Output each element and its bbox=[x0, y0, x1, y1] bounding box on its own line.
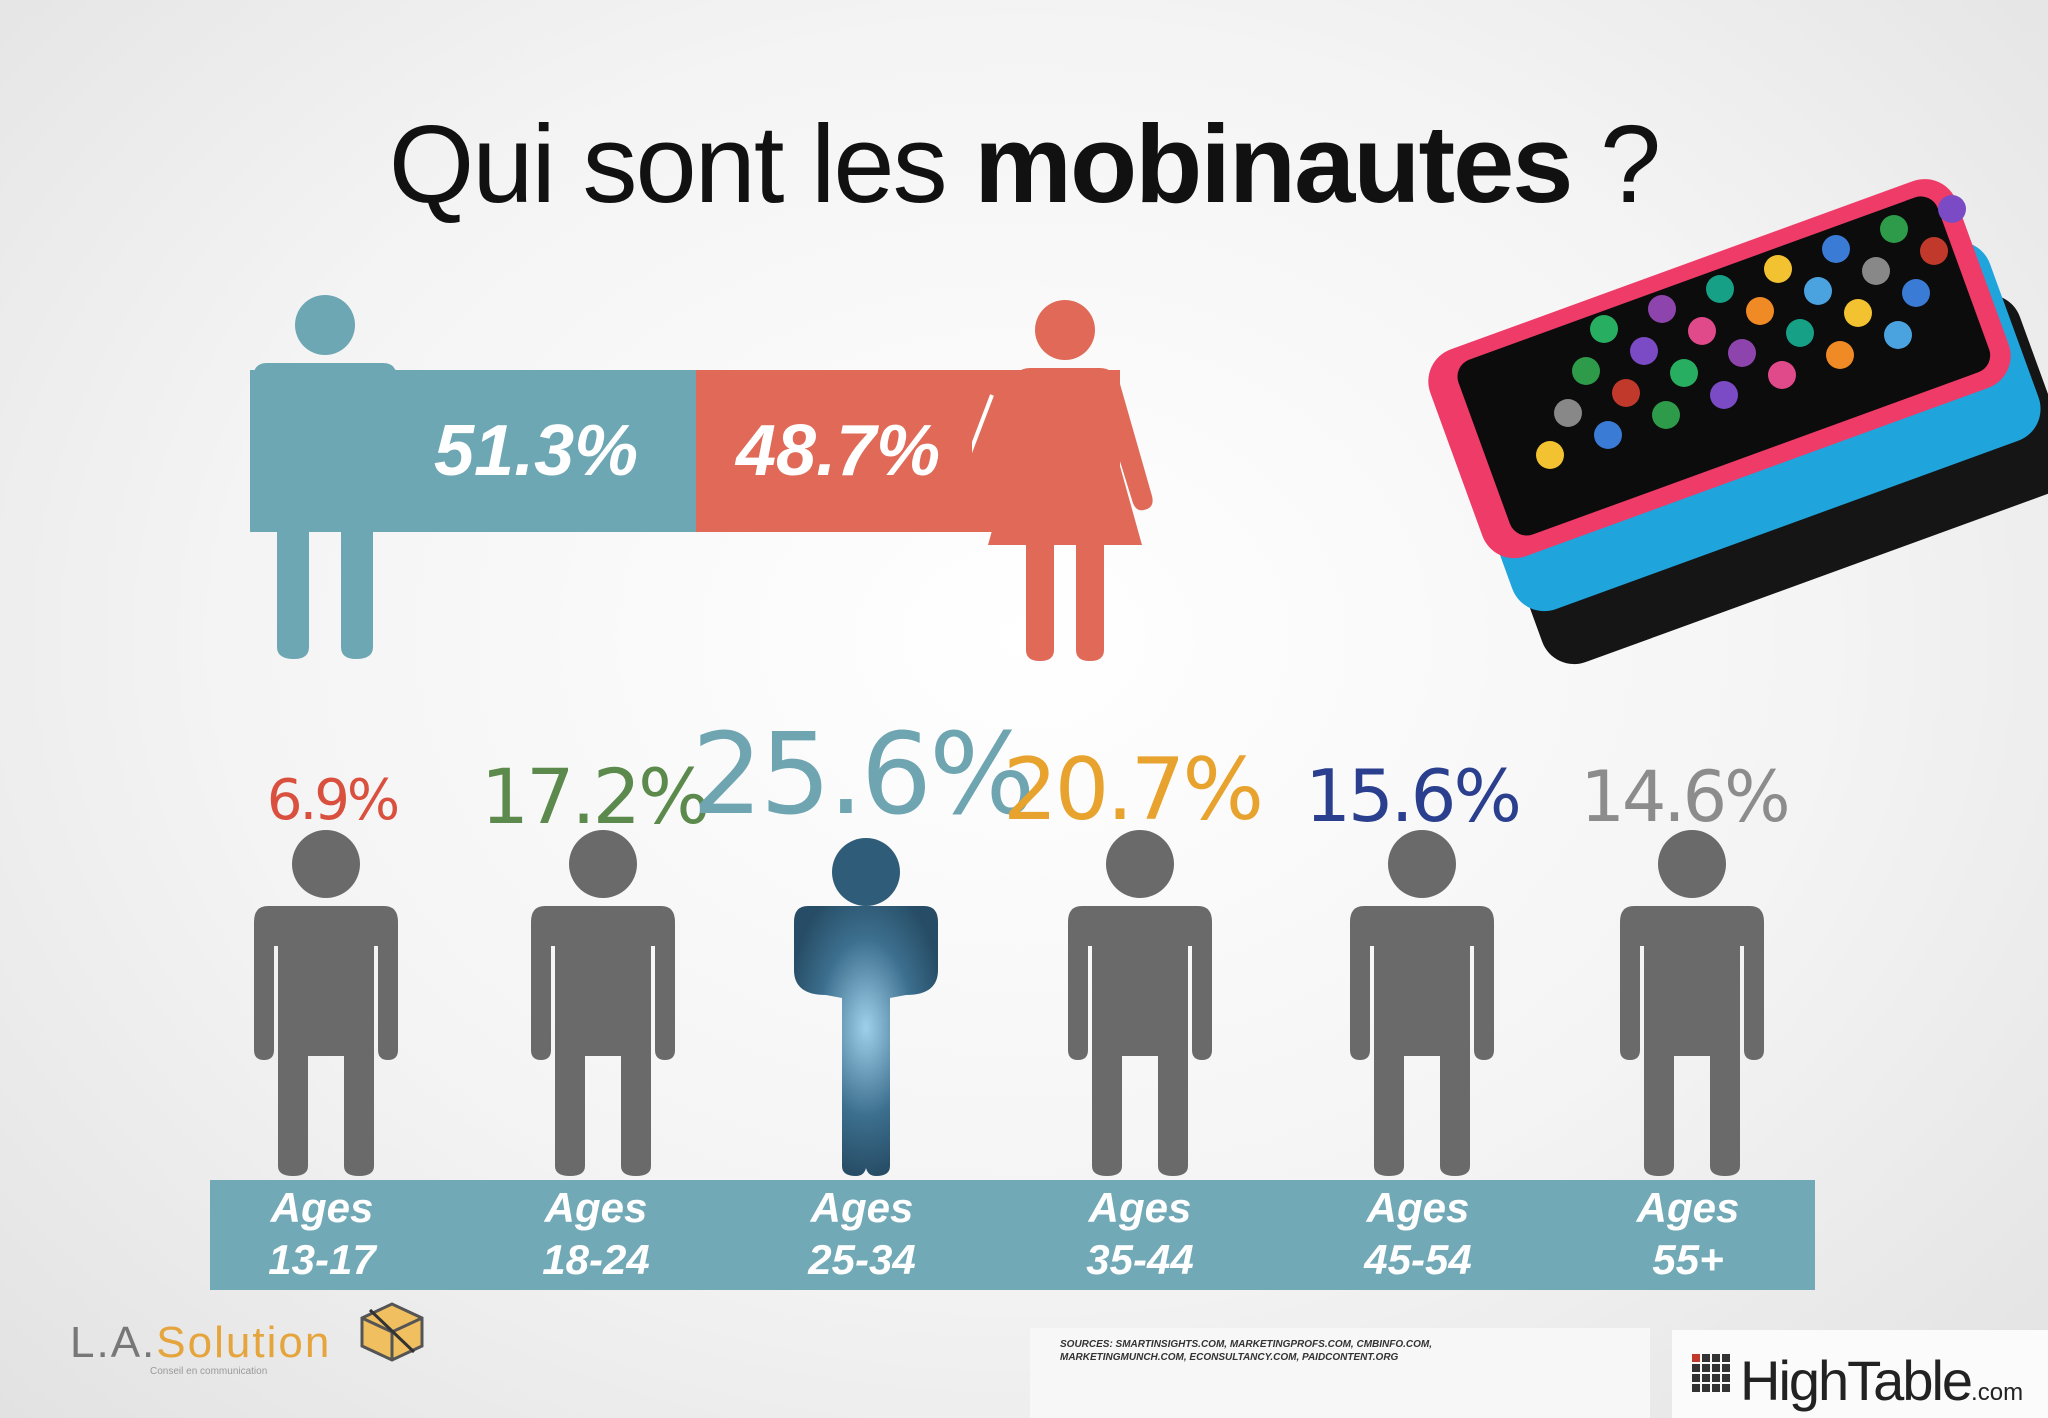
grid-cell bbox=[1722, 1364, 1730, 1372]
female-percentage: 48.7% bbox=[736, 411, 941, 491]
sources-panel bbox=[1030, 1328, 1650, 1418]
age-label-25-34: Ages 25-34 bbox=[808, 1184, 916, 1283]
grid-cell bbox=[1702, 1364, 1710, 1372]
app-icon bbox=[1688, 317, 1716, 345]
hightable-logo: HighTable.com bbox=[1740, 1349, 2024, 1412]
app-icon bbox=[1768, 361, 1796, 389]
grid-cell bbox=[1722, 1354, 1730, 1362]
smartphone-stack-illustration bbox=[1428, 179, 2048, 665]
app-icon bbox=[1652, 401, 1680, 429]
app-icon bbox=[1710, 381, 1738, 409]
app-icon bbox=[1670, 359, 1698, 387]
app-icon bbox=[1594, 421, 1622, 449]
app-icon bbox=[1706, 275, 1734, 303]
app-icon bbox=[1804, 277, 1832, 305]
age-percentage-35-44: 20.7% bbox=[1002, 740, 1264, 840]
grid-cell bbox=[1702, 1374, 1710, 1382]
app-icon bbox=[1902, 279, 1930, 307]
grid-cell bbox=[1722, 1374, 1730, 1382]
grid-cell bbox=[1692, 1384, 1700, 1392]
app-icon bbox=[1648, 295, 1676, 323]
app-icon bbox=[1880, 215, 1908, 243]
grid-cell bbox=[1712, 1354, 1720, 1362]
age-percentage-13-17: 6.9% bbox=[266, 768, 400, 833]
person-icon-25-34-highlighted bbox=[794, 838, 938, 1176]
male-figure-icon bbox=[253, 295, 397, 659]
male-percentage: 51.3% bbox=[434, 411, 639, 491]
person-icon-18-24 bbox=[531, 830, 675, 1176]
age-percentage-45-54: 15.6% bbox=[1305, 754, 1522, 838]
la-solution-tagline: Conseil en communication bbox=[150, 1366, 268, 1377]
grid-logo-icon bbox=[1692, 1354, 1730, 1392]
age-label-45-54: Ages 45-54 bbox=[1364, 1184, 1472, 1283]
person-icon-35-44 bbox=[1068, 830, 1212, 1176]
page-title: Qui sont les mobinautes ? bbox=[388, 103, 1661, 226]
app-icon bbox=[1786, 319, 1814, 347]
la-solution-logo: L.A.Solution bbox=[70, 1318, 332, 1367]
person-icon-55-plus bbox=[1620, 830, 1764, 1176]
person-icon-13-17 bbox=[254, 830, 398, 1176]
cube-logo-icon bbox=[360, 1302, 424, 1362]
grid-cell bbox=[1712, 1364, 1720, 1372]
age-label-18-24: Ages 18-24 bbox=[542, 1184, 650, 1283]
grid-cell bbox=[1702, 1354, 1710, 1362]
app-icon bbox=[1572, 357, 1600, 385]
grid-cell bbox=[1692, 1374, 1700, 1382]
app-icon bbox=[1746, 297, 1774, 325]
age-percentage-18-24: 17.2% bbox=[480, 752, 710, 841]
age-figures bbox=[254, 830, 1764, 1176]
age-percentage-55-plus: 14.6% bbox=[1580, 756, 1790, 838]
app-icon bbox=[1536, 441, 1564, 469]
app-icon bbox=[1884, 321, 1912, 349]
app-icons bbox=[1536, 195, 1966, 469]
age-band bbox=[210, 1180, 1815, 1290]
grid-cell bbox=[1702, 1384, 1710, 1392]
app-icon bbox=[1938, 195, 1966, 223]
app-icon bbox=[1554, 399, 1582, 427]
age-label-55-plus: Ages 55+ bbox=[1636, 1184, 1740, 1283]
age-label-13-17: Ages 13-17 bbox=[268, 1184, 376, 1283]
sources-text: SOURCES: SMARTINSIGHTS.COM, MARKETINGPRO… bbox=[1060, 1339, 1433, 1363]
app-icon bbox=[1630, 337, 1658, 365]
grid-cell bbox=[1712, 1374, 1720, 1382]
app-icon bbox=[1612, 379, 1640, 407]
grid-cell bbox=[1712, 1384, 1720, 1392]
age-percentage-25-34: 25.6% bbox=[691, 710, 1036, 840]
app-icon bbox=[1862, 257, 1890, 285]
app-icon bbox=[1822, 235, 1850, 263]
female-figure-icon bbox=[972, 300, 1153, 661]
app-icon bbox=[1844, 299, 1872, 327]
app-icon bbox=[1764, 255, 1792, 283]
app-icon bbox=[1728, 339, 1756, 367]
person-icon-45-54 bbox=[1350, 830, 1494, 1176]
grid-cell bbox=[1692, 1364, 1700, 1372]
grid-cell bbox=[1722, 1384, 1730, 1392]
app-icon bbox=[1590, 315, 1618, 343]
hightable-panel bbox=[1672, 1330, 2048, 1418]
grid-cell bbox=[1692, 1354, 1700, 1362]
age-label-35-44: Ages 35-44 bbox=[1086, 1184, 1194, 1283]
app-icon bbox=[1920, 237, 1948, 265]
app-icon bbox=[1826, 341, 1854, 369]
